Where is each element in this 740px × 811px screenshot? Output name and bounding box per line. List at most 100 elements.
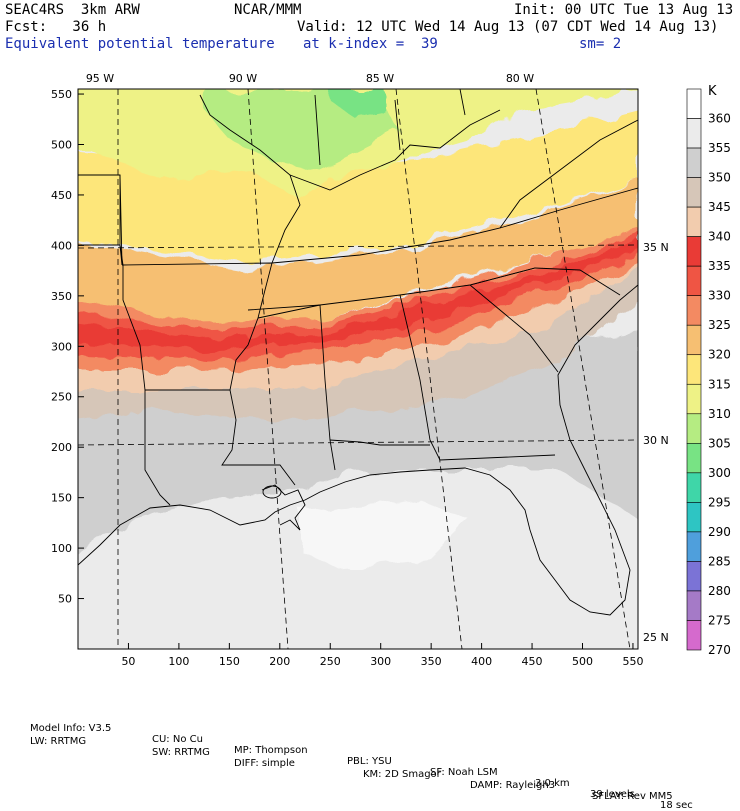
parallel-30n — [78, 439, 638, 446]
y-tick-label: 150 — [51, 492, 72, 505]
y-tick-label: 500 — [51, 138, 72, 151]
colorbar-swatch — [686, 206, 702, 237]
colorbar-level: 290 — [708, 525, 731, 539]
mississippi-delta — [261, 484, 306, 531]
lake-pontchartrain — [262, 485, 282, 499]
footer-item: DAMP: Rayleigh3 — [470, 780, 556, 791]
latitude-labels: 35 N 30 N 25 N — [643, 241, 669, 644]
y-tick-label: 400 — [51, 239, 72, 252]
lon-label: 80 W — [506, 72, 534, 85]
level-label: at k-index = 39 — [303, 36, 438, 52]
colorbar-level: 340 — [708, 230, 731, 244]
colorbar-swatch — [686, 531, 702, 562]
x-tick-label: 500 — [572, 655, 593, 668]
colorbar-unit: K — [708, 84, 717, 99]
colorbar-level: 310 — [708, 407, 731, 421]
agency-label: NCAR/MMM — [234, 2, 302, 18]
x-tick-label: 400 — [471, 655, 492, 668]
ok-tx-border — [78, 244, 146, 391]
footer-item: SW: RRTMG — [152, 747, 210, 758]
colorbar-swatch — [686, 413, 702, 444]
colorbar-swatch — [686, 236, 702, 267]
state-boundaries — [78, 89, 638, 616]
colorbar-swatch — [686, 324, 702, 356]
parallel-35n — [78, 244, 638, 249]
y-tick-label: 50 — [58, 593, 72, 606]
colorbar-level: 335 — [708, 259, 731, 273]
y-tick-label: 100 — [51, 542, 72, 555]
footer-item: LW: RRTMG — [30, 736, 87, 747]
footer-item: DIFF: simple — [234, 758, 295, 769]
lon-label: 90 W — [229, 72, 257, 85]
colorbar-level: 360 — [708, 112, 731, 126]
midwest-borders — [314, 89, 466, 166]
colorbar-swatch — [686, 383, 702, 415]
temperature-field — [78, 89, 638, 649]
colorbar: K 360 355 350 345 340 335 330 325 320 315 310 305 30… — [686, 84, 731, 657]
colorbar-swatch — [686, 590, 702, 621]
latlon-grid — [78, 89, 638, 649]
colorbar-level: 295 — [708, 495, 731, 509]
y-tick-label: 250 — [51, 391, 72, 404]
x-tick-label: 300 — [370, 655, 391, 668]
colorbar-swatch — [686, 118, 702, 149]
lat-label: 30 N — [643, 434, 669, 447]
colorbar-level: 315 — [708, 377, 731, 391]
x-tick-label: 350 — [421, 655, 442, 668]
lon-label: 85 W — [366, 72, 394, 85]
colorbar-swatch — [686, 88, 702, 119]
colorbar-level: 325 — [708, 318, 731, 332]
tn-north-border — [271, 187, 638, 264]
colorbar-swatch — [686, 443, 702, 474]
lon-label: 95 W — [86, 72, 114, 85]
colorbar-swatch — [686, 502, 702, 533]
smoothing-label: sm= 2 — [579, 36, 622, 52]
ga-sc-border — [469, 284, 559, 373]
colorbar-swatch — [686, 265, 702, 296]
la-ms-border — [221, 389, 296, 486]
colorbar-level: 300 — [708, 466, 731, 480]
colorbar-level: 355 — [708, 141, 731, 155]
al-ga-border — [399, 294, 556, 461]
y-tick-label: 200 — [51, 441, 72, 454]
nc-sc-border — [469, 267, 621, 296]
colorbar-level: 285 — [708, 554, 731, 568]
ky-north-border — [289, 109, 501, 191]
x-tick-label: 550 — [622, 655, 643, 668]
x-tick-label: 450 — [522, 655, 543, 668]
field-name: Equivalent potential temperature — [5, 36, 275, 52]
colorbar-level: 350 — [708, 171, 731, 185]
colorbar-swatch — [686, 561, 702, 592]
al-fl-border — [329, 439, 430, 446]
y-tick-label: 300 — [51, 340, 72, 353]
meridian-80w — [535, 89, 631, 649]
colorbar-swatch — [686, 295, 702, 326]
colorbar-swatch — [686, 147, 702, 178]
colorbar-level: 320 — [708, 348, 731, 362]
colorbar-swatch — [686, 620, 702, 651]
va-wv-border — [499, 119, 638, 229]
colorbar-swatch — [686, 177, 702, 208]
x-tick-label: 150 — [219, 655, 240, 668]
coastline — [78, 284, 638, 616]
y-axis: 50 100 150 200 250 300 350 400 450 500 550 — [51, 88, 84, 606]
x-axis: 50 100 150 200 250 300 350 400 450 500 550 — [121, 643, 643, 668]
colorbar-level: 275 — [708, 613, 731, 627]
colorbar-level: 270 — [708, 643, 731, 657]
arkansas-border — [121, 262, 273, 391]
colorbar-level: 330 — [708, 289, 731, 303]
x-tick-label: 200 — [269, 655, 290, 668]
y-tick-label: 550 — [51, 88, 72, 101]
plot-frame — [77, 88, 639, 650]
tx-la-border — [144, 390, 171, 506]
y-tick-label: 350 — [51, 290, 72, 303]
colorbar-level: 345 — [708, 200, 731, 214]
model-title: SEAC4RS 3km ARW — [5, 2, 140, 18]
footer-physics-info: LW: RRTMG SW: RRTMG DIFF: simple KM: 2D … — [0, 725, 740, 802]
meridian-85w — [395, 89, 463, 649]
x-tick-label: 50 — [121, 655, 135, 668]
colorbar-level: 305 — [708, 436, 731, 450]
lat-label: 25 N — [643, 631, 669, 644]
missouri-border — [119, 94, 301, 266]
valid-time: Valid: 12 UTC Wed 14 Aug 13 (07 CDT Wed … — [297, 19, 719, 35]
